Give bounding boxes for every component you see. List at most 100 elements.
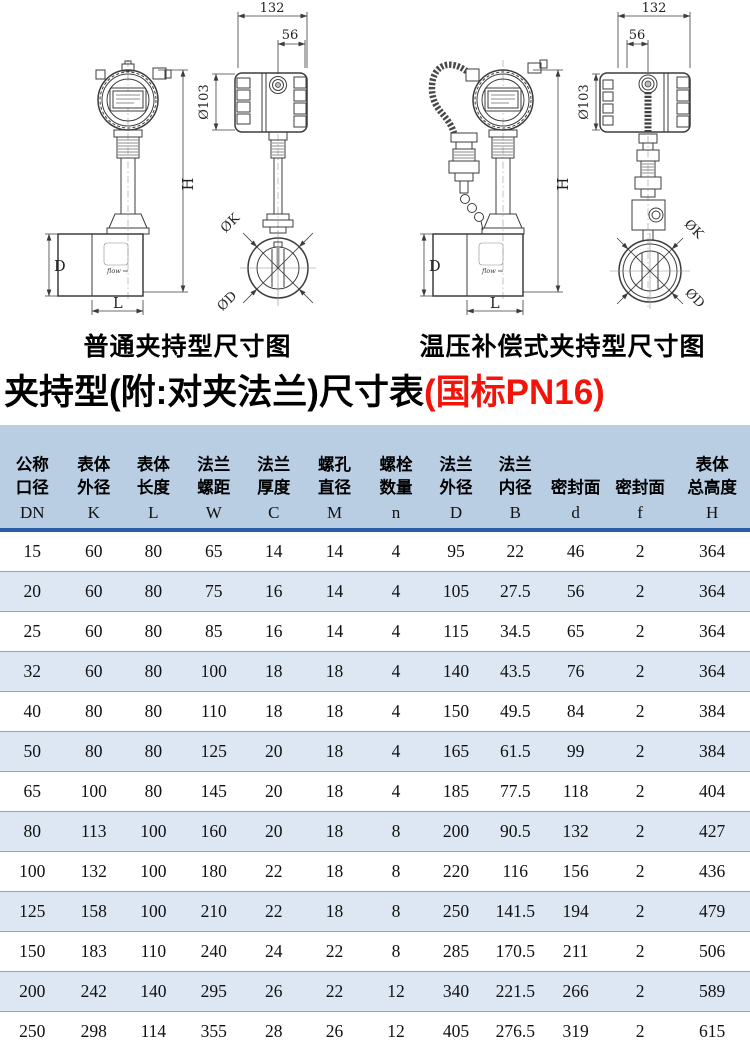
table-cell: 80 — [144, 541, 163, 561]
dim-label-56-ordinary: 56 — [282, 28, 299, 43]
dim-label-Dd-compensated: ØD — [682, 286, 708, 312]
figure-captions: 普通夹持型尺寸图 温压补偿式夹持型尺寸图 — [0, 327, 750, 363]
table-cell: 100 — [123, 851, 184, 892]
table-cell: 2 — [606, 731, 675, 772]
table-cell: 2 — [606, 851, 675, 892]
dim-label-H-compensated: H — [556, 178, 572, 191]
table-cell: 2 — [606, 571, 675, 612]
dimension-table: 公称 口径 DN 表体 外径 K 表体 长度 L 法兰 螺距 W 法兰 厚度 C 螺孔 直径 M 螺栓 数量 n 法兰 外径… — [0, 425, 750, 1046]
table-cell: 20 — [243, 731, 304, 772]
column-header-DN: 公称 口径 DN — [0, 425, 65, 530]
table-cell: 99 — [545, 731, 606, 772]
table-cell: 2 — [606, 651, 675, 692]
table-row-dn-250: 250 298 114 355 28 26 12 405 276.5 319 2 615 — [0, 1011, 750, 1046]
table-cell: 4 — [365, 611, 427, 652]
table-cell: 61.5 — [485, 731, 546, 772]
table-cell: 90.5 — [485, 811, 546, 852]
dim-label-D-ordinary: D — [54, 259, 66, 275]
table-cell: 65 — [0, 771, 65, 812]
table-cell: 2 — [606, 971, 675, 1012]
table-cell: 364 — [674, 611, 750, 652]
table-cell: 60 — [85, 541, 103, 561]
table-cell: 250 — [426, 891, 486, 932]
table-cell: 240 — [183, 931, 244, 972]
table-cell: 85 — [183, 611, 244, 652]
table-cell: 46 — [566, 541, 585, 561]
table-cell: 100 — [183, 651, 244, 692]
title-standard-badge: (国标PN16) — [423, 373, 605, 412]
table-cell: 15 — [23, 541, 42, 561]
table-cell: 110 — [123, 931, 184, 972]
figure-ordinary-side: 132 56 — [197, 1, 316, 314]
table-cell: 4 — [365, 691, 427, 732]
table-cell: 210 — [183, 891, 244, 932]
table-cell: 100 — [64, 771, 123, 812]
column-header-M: 螺孔 直径 M — [303, 425, 366, 530]
dim-label-103-compensated: Ø103 — [577, 84, 592, 119]
figure-compensated-side: 132 56 — [577, 1, 707, 311]
table-cell: 4 — [365, 651, 427, 692]
table-cell: 364 — [674, 571, 750, 612]
table-cell: 4 — [365, 571, 427, 612]
table-row-dn-32: 32 60 80 100 18 18 4 140 43.5 76 2 364 — [0, 651, 750, 692]
column-header-K: 表体 外径 K — [64, 425, 123, 530]
column-header-d: 密封面 d — [545, 425, 606, 530]
table-cell: 18 — [243, 651, 304, 692]
table-cell: 114 — [123, 1011, 184, 1046]
table-cell: 298 — [64, 1011, 123, 1046]
table-cell: 156 — [545, 851, 606, 892]
column-header-W: 法兰 螺距 W — [183, 425, 244, 530]
figure-ordinary-front: flow ⇨ D L H — [45, 60, 197, 315]
table-cell: 49.5 — [485, 691, 546, 732]
table-cell: 221.5 — [485, 971, 546, 1012]
table-cell: 80 — [123, 571, 184, 612]
table-cell: 125 — [0, 891, 65, 932]
table-header-row: 公称 口径 DN 表体 外径 K 表体 长度 L 法兰 螺距 W 法兰 厚度 C 螺孔 直径 M 螺栓 数量 n 法兰 外径… — [0, 425, 750, 530]
table-cell: 76 — [545, 651, 606, 692]
table-cell: 158 — [64, 891, 123, 932]
table-cell: 150 — [0, 931, 65, 972]
table-cell: 18 — [303, 891, 366, 932]
table-cell: 12 — [365, 971, 427, 1012]
table-cell: 364 — [699, 541, 726, 561]
column-header-f: 密封面 f — [606, 425, 675, 530]
table-cell: 18 — [303, 811, 366, 852]
table-cell: 22 — [243, 891, 304, 932]
table-cell: 75 — [183, 571, 244, 612]
table-cell: 40 — [0, 691, 65, 732]
dim-label-132-compensated: 132 — [642, 1, 667, 16]
column-header-L: 表体 长度 L — [123, 425, 184, 530]
table-cell: 8 — [365, 851, 427, 892]
table-cell: 12 — [365, 1011, 427, 1046]
table-cell: 2 — [606, 691, 675, 732]
table-cell: 427 — [674, 811, 750, 852]
table-cell: 14 — [325, 541, 344, 561]
table-cell: 60 — [64, 651, 123, 692]
table-cell: 60 — [64, 611, 123, 652]
table-cell: 384 — [674, 691, 750, 732]
table-cell: 250 — [0, 1011, 65, 1046]
table-cell: 355 — [183, 1011, 244, 1046]
table-row-dn-50: 50 80 80 125 20 18 4 165 61.5 99 2 384 — [0, 731, 750, 772]
table-cell: 18 — [303, 851, 366, 892]
table-cell: 132 — [64, 851, 123, 892]
table-row-dn-80: 80 113 100 160 20 18 8 200 90.5 132 2 427 — [0, 811, 750, 852]
table-cell: 170.5 — [485, 931, 546, 972]
table-row-dn-40: 40 80 80 110 18 18 4 150 49.5 84 2 384 — [0, 691, 750, 732]
table-cell: 2 — [606, 1011, 675, 1046]
table-row-dn-200: 200 242 140 295 26 22 12 340 221.5 266 2 589 — [0, 971, 750, 1012]
table-cell: 65 — [545, 611, 606, 652]
table-cell: 4 — [365, 771, 427, 812]
dim-label-103-ordinary: Ø103 — [197, 84, 212, 119]
table-cell: 100 — [123, 811, 184, 852]
table-cell: 276.5 — [485, 1011, 546, 1046]
table-cell: 185 — [426, 771, 486, 812]
table-cell: 295 — [183, 971, 244, 1012]
dim-label-H-ordinary: H — [181, 178, 197, 191]
table-row-dn-125: 125 158 100 210 22 18 8 250 141.5 194 2 479 — [0, 891, 750, 932]
table-cell: 113 — [64, 811, 123, 852]
table-cell: 116 — [485, 851, 546, 892]
table-cell: 95 — [447, 541, 465, 561]
table-cell: 20 — [0, 571, 65, 612]
